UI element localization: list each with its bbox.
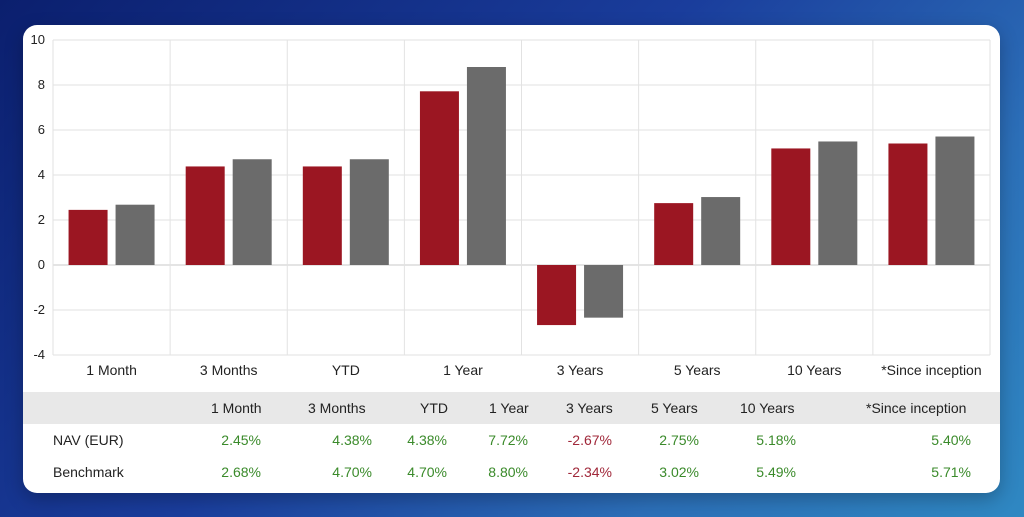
bar <box>818 141 858 265</box>
table-header-cell: 5 Years <box>651 400 698 416</box>
x-tick-label: 1 Year <box>443 362 483 378</box>
y-tick-label: 4 <box>38 167 45 182</box>
bar <box>935 136 975 265</box>
table-header-cell: 1 Month <box>211 400 262 416</box>
table-cell: 4.38% <box>407 432 447 448</box>
table-row-nav: NAV (EUR) 2.45% 4.38% 4.38% 7.72% -2.67%… <box>23 424 1000 456</box>
bar <box>888 143 928 265</box>
x-tick-label: *Since inception <box>881 362 981 378</box>
performance-bar-chart: 10 8 6 4 2 0 -2 -4 1 Month 3 Months YTD 1 Year 3 Yea… <box>31 32 991 378</box>
y-tick-label: 0 <box>38 257 45 272</box>
bar <box>185 166 225 265</box>
table-cell: 4.38% <box>332 432 372 448</box>
y-tick-label: 8 <box>38 77 45 92</box>
table-header-cell: 3 Months <box>308 400 366 416</box>
x-tick-label: 3 Years <box>557 362 604 378</box>
bar <box>349 159 389 265</box>
table-header-cell: *Since inception <box>866 400 967 416</box>
table-header-cell: YTD <box>420 400 448 416</box>
bar <box>232 159 272 265</box>
table-cell: 2.68% <box>221 464 261 480</box>
bar <box>584 265 624 318</box>
table-header-row: 1 Month 3 Months YTD 1 Year 3 Years 5 Ye… <box>23 392 1000 424</box>
table-cell: 4.70% <box>332 464 372 480</box>
table-cell: 5.71% <box>931 464 971 480</box>
row-label: Benchmark <box>53 464 124 480</box>
performance-table: 1 Month 3 Months YTD 1 Year 3 Years 5 Ye… <box>23 392 1000 493</box>
y-tick-label: -2 <box>33 302 45 317</box>
table-cell: 4.70% <box>407 464 447 480</box>
table-cell: -2.34% <box>567 464 612 480</box>
y-tick-label: 2 <box>38 212 45 227</box>
table-cell: 2.45% <box>221 432 261 448</box>
table-cell: 2.75% <box>659 432 699 448</box>
bar <box>537 265 577 326</box>
bar <box>701 197 741 265</box>
table-cell: 5.40% <box>931 432 971 448</box>
bar <box>302 166 342 265</box>
bar <box>68 209 108 265</box>
y-tick-label: -4 <box>33 347 45 362</box>
table-cell: 5.49% <box>756 464 796 480</box>
table-row-benchmark: Benchmark 2.68% 4.70% 4.70% 8.80% -2.34%… <box>23 456 1000 488</box>
bar <box>115 204 155 265</box>
table-header-cell: 1 Year <box>489 400 529 416</box>
performance-card: 10 8 6 4 2 0 -2 -4 1 Month 3 Months YTD 1 Year 3 Yea… <box>23 25 1000 493</box>
x-tick-label: 10 Years <box>787 362 842 378</box>
bar <box>771 148 811 265</box>
table-cell: 8.80% <box>488 464 528 480</box>
y-tick-label: 10 <box>31 32 45 47</box>
bar <box>419 91 459 265</box>
table-header-cell: 10 Years <box>740 400 795 416</box>
table-header-cell: 3 Years <box>566 400 613 416</box>
y-tick-label: 6 <box>38 122 45 137</box>
table-cell: 7.72% <box>488 432 528 448</box>
table-cell: -2.67% <box>567 432 612 448</box>
x-tick-label: YTD <box>332 362 360 378</box>
x-tick-label: 5 Years <box>674 362 721 378</box>
bar <box>654 203 694 265</box>
x-tick-label: 3 Months <box>200 362 258 378</box>
bar <box>466 67 506 265</box>
table-cell: 3.02% <box>659 464 699 480</box>
x-tick-label: 1 Month <box>86 362 137 378</box>
table-cell: 5.18% <box>756 432 796 448</box>
row-label: NAV (EUR) <box>53 432 124 448</box>
